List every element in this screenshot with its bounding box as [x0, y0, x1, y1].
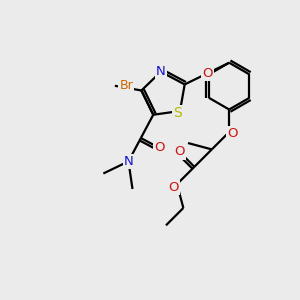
Text: O: O — [202, 67, 213, 80]
Text: O: O — [227, 127, 237, 140]
Text: O: O — [169, 181, 179, 194]
Text: S: S — [173, 106, 182, 120]
Text: O: O — [154, 141, 165, 154]
Text: Br: Br — [119, 79, 133, 92]
Text: N: N — [156, 65, 166, 78]
Text: O: O — [174, 146, 185, 158]
Text: N: N — [124, 155, 133, 168]
